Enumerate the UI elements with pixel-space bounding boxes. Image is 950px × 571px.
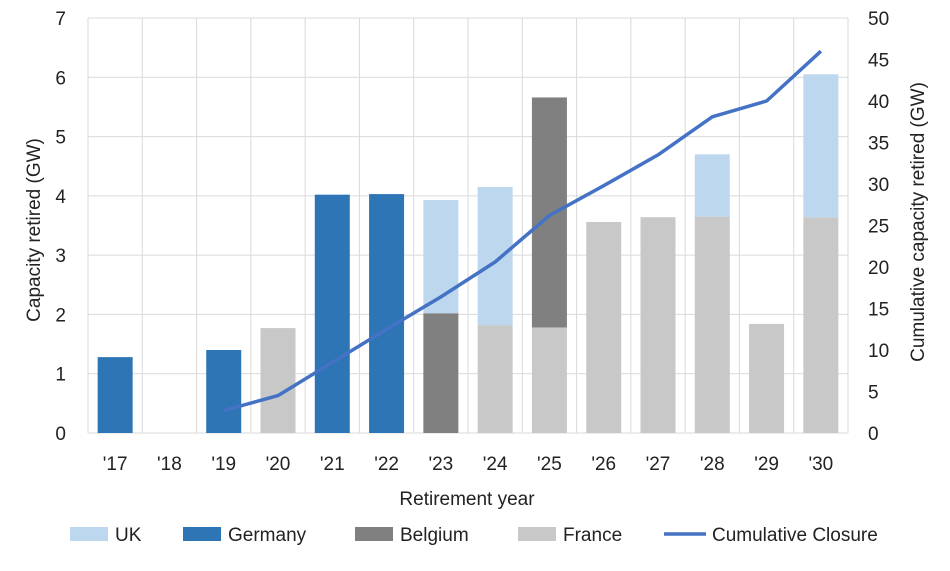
x-tick-label: '23 (428, 454, 453, 475)
cumulative-line-layer (223, 49, 823, 413)
y-axis-title: Capacity retired (GW) (24, 138, 45, 322)
y2-tick-label: 25 (868, 217, 889, 238)
y-tick-label: 5 (55, 128, 66, 149)
bar-france (803, 217, 839, 433)
bar-uk (694, 154, 730, 217)
x-tick-label: '17 (103, 454, 128, 475)
secondary-y-tick-labels: 0 5 10 15 20 25 30 35 40 45 50 (868, 9, 889, 445)
x-tick-label: '30 (808, 454, 833, 475)
bar-france (694, 216, 730, 433)
legend-label-germany: Germany (228, 525, 307, 546)
legend-swatch-belgium (355, 527, 393, 541)
bar-germany (97, 357, 133, 433)
y2-tick-label: 35 (868, 134, 889, 155)
bar-france (640, 217, 676, 433)
x-tick-label: '21 (320, 454, 345, 475)
legend-swatch-uk (70, 527, 108, 541)
y2-tick-label: 40 (868, 92, 889, 113)
y-tick-label: 6 (55, 68, 66, 89)
bars (97, 74, 839, 433)
bar-uk (803, 74, 839, 218)
bar-belgium (423, 313, 459, 433)
x-tick-label: '28 (700, 454, 725, 475)
x-tick-labels: '17 '18 '19 '20 '21 '22 '23 '24 '25 '26 '27 '28 '29 '… (103, 454, 833, 475)
primary-y-tick-labels: 0 1 2 3 4 5 6 7 (55, 9, 66, 445)
y2-tick-label: 50 (868, 9, 889, 30)
cumulative-closure-line (223, 49, 823, 413)
bar-france (749, 323, 785, 433)
legend-label-uk: UK (115, 525, 142, 546)
x-tick-label: '27 (646, 454, 671, 475)
x-tick-label: '26 (591, 454, 616, 475)
x-axis-title: Retirement year (399, 489, 535, 510)
bar-france (531, 327, 567, 433)
bar-germany (314, 194, 350, 433)
y2-tick-label: 10 (868, 341, 889, 362)
y-tick-label: 2 (55, 305, 66, 326)
bar-france (586, 221, 622, 433)
bar-germany (206, 350, 242, 433)
bar-france (260, 328, 296, 433)
bar-uk (477, 186, 513, 326)
legend: UK Germany Belgium France Cumulative Closure (70, 525, 878, 546)
y2-tick-label: 30 (868, 175, 889, 196)
y2-axis-title: Cumulative capacity retired (GW) (908, 82, 929, 362)
bar-uk (423, 200, 459, 314)
x-tick-label: '22 (374, 454, 399, 475)
legend-label-france: France (563, 525, 622, 546)
y2-tick-label: 45 (868, 51, 889, 72)
y2-tick-label: 5 (868, 383, 879, 404)
y-tick-label: 7 (55, 9, 66, 30)
x-tick-label: '24 (483, 454, 508, 475)
x-tick-label: '19 (211, 454, 236, 475)
legend-label-cumulative-closure: Cumulative Closure (712, 525, 878, 546)
x-tick-label: '25 (537, 454, 562, 475)
y-tick-label: 4 (55, 187, 66, 208)
y-tick-label: 3 (55, 246, 66, 267)
legend-swatch-germany (183, 527, 221, 541)
bar-germany (369, 194, 405, 433)
x-tick-label: '20 (266, 454, 291, 475)
legend-swatch-france (518, 527, 556, 541)
gridlines (87, 17, 849, 434)
y2-tick-label: 0 (868, 424, 879, 445)
legend-label-belgium: Belgium (400, 525, 469, 546)
y-tick-label: 1 (55, 365, 66, 386)
bar-france (477, 325, 513, 433)
y2-tick-label: 15 (868, 300, 889, 321)
y-tick-label: 0 (55, 424, 66, 445)
bar-belgium (531, 97, 567, 328)
x-tick-label: '29 (754, 454, 779, 475)
y2-tick-label: 20 (868, 258, 889, 279)
x-tick-label: '18 (157, 454, 182, 475)
